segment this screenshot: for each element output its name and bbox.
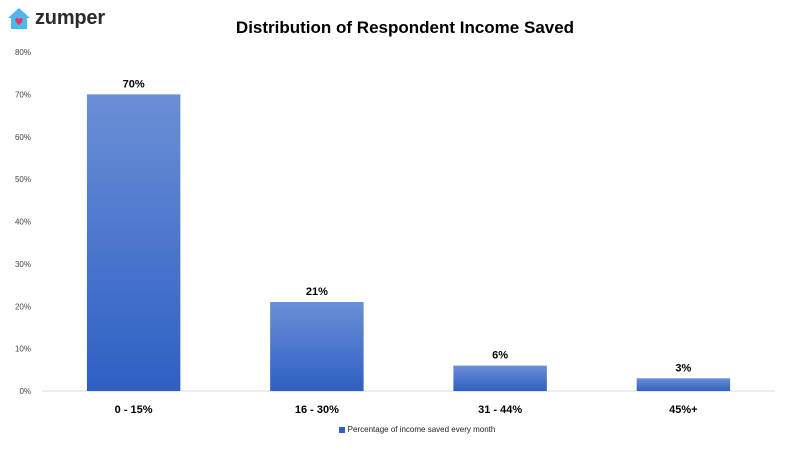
zumper-logo: zumper [6, 5, 105, 31]
data-label: 21% [306, 286, 328, 298]
bar [636, 378, 731, 391]
y-tick-label: 40% [15, 218, 31, 227]
house-icon [8, 8, 30, 29]
y-tick-label: 70% [15, 90, 31, 99]
y-tick-label: 0% [19, 387, 31, 396]
y-tick-label: 50% [15, 175, 31, 184]
y-tick-label: 80% [15, 48, 31, 57]
x-tick-label: 0 - 15% [115, 404, 153, 416]
data-label: 3% [675, 362, 691, 374]
x-tick-label: 16 - 30% [295, 404, 339, 416]
legend-swatch [338, 426, 345, 433]
bar [453, 365, 547, 391]
x-tick-label: 31 - 44% [478, 404, 522, 416]
y-tick-label: 60% [15, 133, 31, 142]
data-label: 6% [492, 350, 508, 362]
labels-group: 70% 0 - 15% 21% 16 - 30% 6% 31 - 44% 3% 45%+ [115, 78, 698, 416]
legend-label: Percentage of income saved every month [347, 425, 496, 434]
bar [270, 302, 364, 391]
bars-group [86, 94, 731, 391]
legend: Percentage of income saved every month [0, 425, 800, 434]
y-tick-label: 20% [15, 302, 31, 311]
house-shape [8, 8, 30, 29]
bar [86, 94, 181, 391]
x-tick-label: 45%+ [669, 404, 697, 416]
logo-text: zumper [35, 6, 105, 29]
y-tick-label: 30% [15, 260, 31, 269]
y-tick-label: 10% [15, 345, 31, 354]
chart-title: Distribution of Respondent Income Saved [235, 18, 575, 37]
heart-shape [15, 18, 23, 25]
data-label: 70% [123, 78, 145, 90]
